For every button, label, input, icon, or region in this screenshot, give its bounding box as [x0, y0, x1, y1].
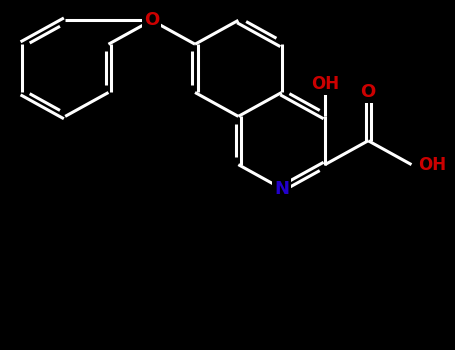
Text: N: N	[274, 180, 289, 197]
Text: OH: OH	[311, 75, 339, 93]
Text: O: O	[144, 11, 159, 29]
Text: OH: OH	[418, 156, 446, 174]
Text: O: O	[360, 84, 376, 101]
